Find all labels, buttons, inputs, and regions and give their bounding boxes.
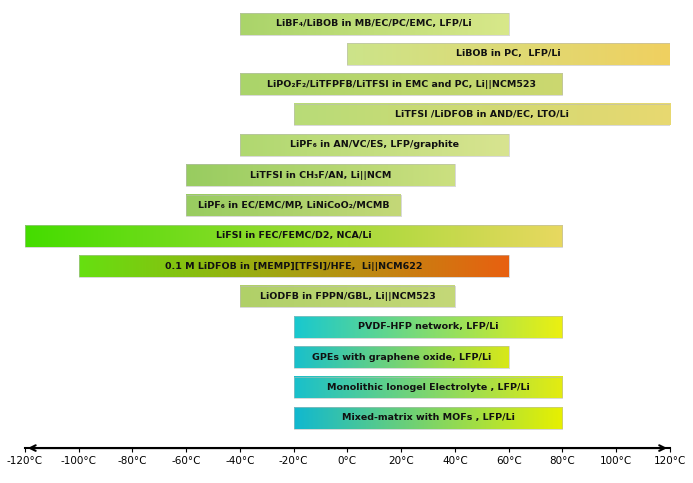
Bar <box>186 164 455 186</box>
Text: LiPF₆ in AN/VC/ES, LFP/graphite: LiPF₆ in AN/VC/ES, LFP/graphite <box>290 141 459 149</box>
Text: LiTFSI in CH₃F/AN, Li||NCM: LiTFSI in CH₃F/AN, Li||NCM <box>250 170 392 180</box>
Bar <box>294 377 563 398</box>
Bar <box>186 195 401 216</box>
Bar <box>25 225 563 247</box>
Text: LiODFB in FPPN/GBL, Li||NCM523: LiODFB in FPPN/GBL, Li||NCM523 <box>260 292 435 301</box>
Text: LiTFSI /LiDFOB in AND/EC, LTO/Li: LiTFSI /LiDFOB in AND/EC, LTO/Li <box>395 110 569 119</box>
Bar <box>240 134 509 156</box>
Text: LiBF₄/LiBOB in MB/EC/PC/EMC, LFP/Li: LiBF₄/LiBOB in MB/EC/PC/EMC, LFP/Li <box>277 19 472 28</box>
Text: PVDF-HFP network, LFP/Li: PVDF-HFP network, LFP/Li <box>358 322 498 331</box>
Bar <box>294 104 670 126</box>
Bar <box>79 255 509 277</box>
Text: GPEs with graphene oxide, LFP/Li: GPEs with graphene oxide, LFP/Li <box>312 353 491 362</box>
Bar <box>240 73 563 95</box>
Text: Monolithic Ionogel Electrolyte , LFP/Li: Monolithic Ionogel Electrolyte , LFP/Li <box>326 383 529 392</box>
Text: Mixed-matrix with MOFs , LFP/Li: Mixed-matrix with MOFs , LFP/Li <box>342 413 514 422</box>
Bar <box>347 43 670 65</box>
Text: LiPO₂F₂/LiTFPFB/LiTFSI in EMC and PC, Li||NCM523: LiPO₂F₂/LiTFPFB/LiTFSI in EMC and PC, Li… <box>267 80 536 89</box>
Bar <box>240 13 509 34</box>
Text: LiPF₆ in EC/EMC/MP, LiNiCoO₂/MCMB: LiPF₆ in EC/EMC/MP, LiNiCoO₂/MCMB <box>198 201 389 210</box>
Bar <box>294 407 563 428</box>
Bar <box>240 285 455 307</box>
Text: 0.1 M LiDFOB in [MEMP][TFSI]/HFE,  Li||NCM622: 0.1 M LiDFOB in [MEMP][TFSI]/HFE, Li||NC… <box>165 262 423 270</box>
Bar <box>294 346 509 368</box>
Bar <box>294 316 563 338</box>
Text: LiBOB in PC,  LFP/Li: LiBOB in PC, LFP/Li <box>456 49 561 58</box>
Text: LiFSI in FEC/FEMC/D2, NCA/Li: LiFSI in FEC/FEMC/D2, NCA/Li <box>216 231 371 241</box>
